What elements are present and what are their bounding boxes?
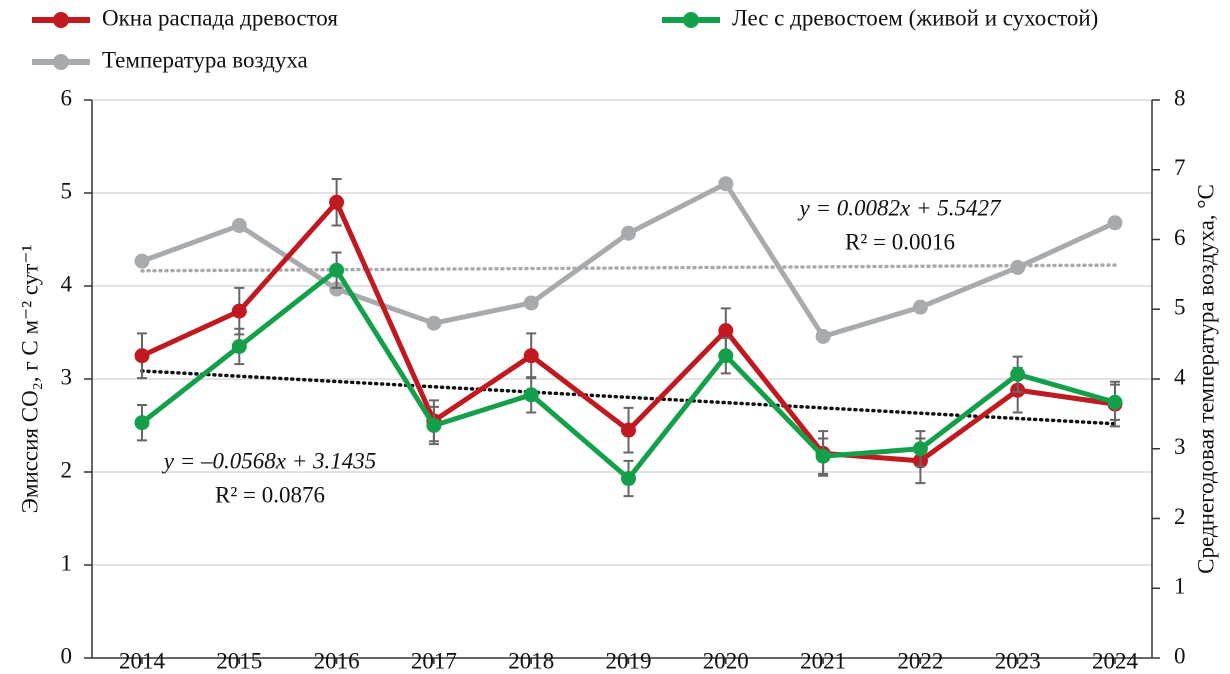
data-point xyxy=(718,323,734,339)
x-tick-label: 2022 xyxy=(897,648,943,673)
legend-label: Окна распада древостоя xyxy=(102,5,338,30)
data-point xyxy=(134,253,150,269)
x-tick-label: 2019 xyxy=(606,648,652,673)
data-point xyxy=(1107,394,1123,410)
data-point xyxy=(523,348,539,364)
data-point xyxy=(329,194,345,210)
trend-r2: R² = 0.0876 xyxy=(215,482,325,507)
data-point xyxy=(621,471,636,487)
y2-tick-label: 1 xyxy=(1174,574,1186,599)
y2-tick-label: 3 xyxy=(1174,434,1186,459)
trend-line xyxy=(140,263,1117,273)
data-point xyxy=(1010,366,1026,382)
data-point xyxy=(621,422,636,438)
data-point xyxy=(329,262,345,278)
x-tick-label: 2020 xyxy=(703,648,749,673)
x-tick-label: 2018 xyxy=(508,648,554,673)
x-tick-label: 2024 xyxy=(1092,648,1139,673)
trend-line xyxy=(140,369,1117,426)
y2-tick-label: 2 xyxy=(1174,504,1186,529)
y-tick-label: 2 xyxy=(61,457,73,482)
data-point xyxy=(718,348,734,364)
x-tick-label: 2016 xyxy=(314,648,360,673)
x-tick-label: 2023 xyxy=(995,648,1041,673)
x-tick-label: 2014 xyxy=(119,648,166,673)
data-point xyxy=(912,299,928,315)
x-tick-label: 2021 xyxy=(800,648,846,673)
y2-tick-label: 4 xyxy=(1174,364,1186,389)
legend-marker xyxy=(53,12,69,28)
data-point xyxy=(134,348,150,364)
data-point xyxy=(621,225,636,241)
trend-equation: y = –0.0568x + 3.1435 xyxy=(162,448,376,473)
y-tick-label: 6 xyxy=(61,85,73,110)
data-point xyxy=(815,328,831,344)
y-tick-label: 1 xyxy=(61,550,73,575)
legend-marker xyxy=(683,12,699,28)
y-tick-label: 0 xyxy=(61,643,73,668)
trend-r2: R² = 0.0016 xyxy=(845,229,955,254)
data-point xyxy=(231,303,247,319)
data-point xyxy=(426,418,442,433)
data-point xyxy=(426,315,442,331)
data-point xyxy=(231,218,247,234)
y-tick-label: 5 xyxy=(61,178,73,203)
data-point xyxy=(1107,215,1123,231)
data-point xyxy=(523,295,539,311)
x-tick-label: 2015 xyxy=(216,648,262,673)
y2-tick-label: 5 xyxy=(1174,295,1186,320)
data-point xyxy=(523,387,539,403)
legend-marker xyxy=(53,54,69,70)
y-axis-title: Эмиссия CO₂, г С м⁻² сут⁻¹ xyxy=(17,245,42,514)
data-point xyxy=(329,281,345,297)
y2-axis-title: Среднегодовая температура воздуха, °С xyxy=(1193,184,1218,574)
data-point xyxy=(134,415,150,431)
y-tick-label: 3 xyxy=(61,364,73,389)
y2-tick-label: 0 xyxy=(1174,643,1186,668)
data-point xyxy=(231,338,247,354)
x-tick-label: 2017 xyxy=(411,648,457,673)
y-tick-label: 4 xyxy=(61,271,73,296)
data-point xyxy=(815,448,831,464)
y2-tick-label: 8 xyxy=(1174,85,1186,110)
data-point xyxy=(718,176,734,192)
trend-equation: y = 0.0082x + 5.5427 xyxy=(798,195,1002,220)
data-point xyxy=(1010,259,1026,275)
y2-tick-label: 6 xyxy=(1174,225,1186,250)
legend-label: Температура воздуха xyxy=(102,47,308,72)
legend-label: Лес с древостоем (живой и сухостой) xyxy=(732,5,1098,30)
y2-tick-label: 7 xyxy=(1174,155,1186,180)
data-point xyxy=(912,441,928,457)
